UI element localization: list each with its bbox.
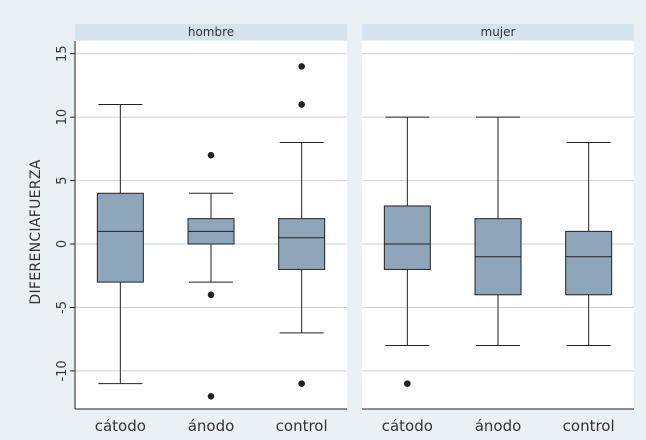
y-tick-label: 10: [55, 109, 70, 126]
outlier-point: [404, 380, 411, 387]
y-tick-label: 15: [55, 45, 70, 62]
panel-0: hombre cátodo ánodo control: [75, 24, 347, 435]
outlier-point: [298, 101, 305, 108]
outlier-point: [207, 291, 215, 299]
outlier-point: [207, 151, 215, 159]
box: [565, 230, 613, 296]
box-group: [565, 142, 613, 347]
y-axis: -10 -5 0 5 10 15: [55, 41, 76, 409]
y-axis-title: DIFERENCIAFUERZA: [28, 159, 44, 304]
x-tick-label: cátodo: [382, 417, 433, 435]
strip-header: [75, 24, 347, 40]
outlier-point: [298, 63, 305, 70]
box-group: [383, 116, 431, 387]
outlier-point: [298, 380, 305, 387]
box: [96, 192, 144, 283]
x-tick-label: ánodo: [188, 417, 235, 435]
box-group: [96, 103, 144, 385]
strip-header: [362, 24, 634, 40]
box-group: [187, 151, 235, 400]
y-tick-label: -5: [55, 301, 70, 314]
x-tick-label: control: [276, 417, 328, 435]
x-tick-label: control: [563, 417, 615, 435]
box: [383, 205, 431, 270]
box-group: [474, 116, 522, 347]
box-group: [278, 63, 326, 387]
panels: hombre cátodo ánodo control mujer cátodo ánodo…: [75, 24, 634, 435]
outlier-point: [207, 393, 215, 400]
strip-label: hombre: [188, 25, 234, 39]
strip-label: mujer: [481, 25, 516, 39]
box: [278, 218, 326, 270]
y-tick-label: -10: [55, 360, 70, 381]
panel-1: mujer cátodo ánodo control: [362, 24, 634, 435]
y-tick-label: 5: [55, 176, 70, 184]
y-tick-label: 0: [55, 240, 70, 248]
x-tick-label: cátodo: [95, 417, 146, 435]
x-tick-label: ánodo: [475, 417, 522, 435]
